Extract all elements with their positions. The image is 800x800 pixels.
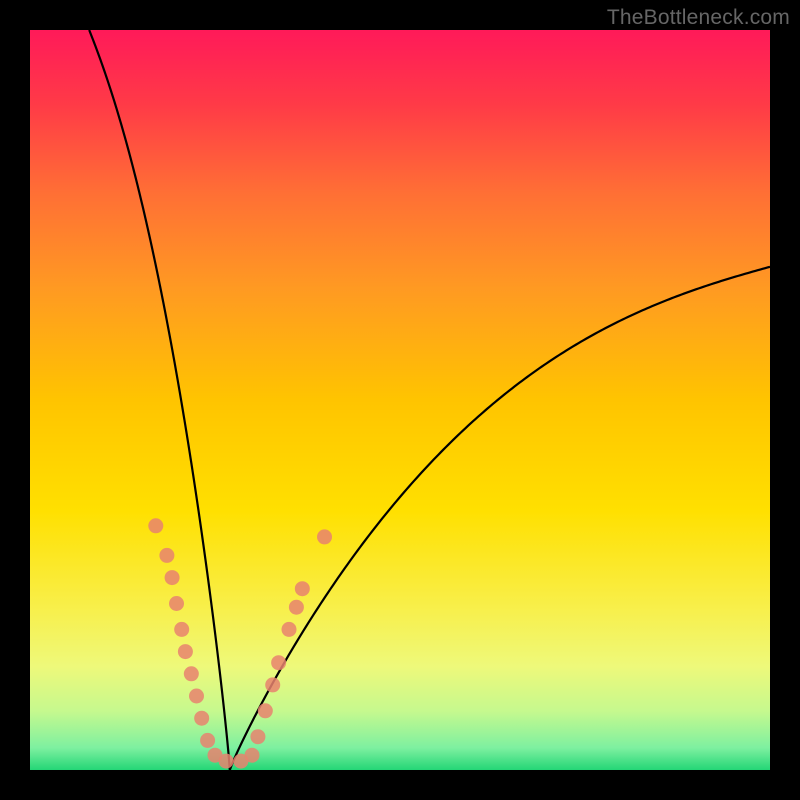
- data-point: [174, 622, 189, 637]
- data-point: [148, 518, 163, 533]
- data-point: [271, 655, 286, 670]
- data-point: [178, 644, 193, 659]
- data-point: [245, 748, 260, 763]
- data-point: [250, 729, 265, 744]
- data-point: [295, 581, 310, 596]
- data-point: [165, 570, 180, 585]
- chart-container: TheBottleneck.com: [0, 0, 800, 800]
- data-point: [282, 622, 297, 637]
- chart-canvas: [0, 0, 800, 800]
- data-point: [189, 689, 204, 704]
- data-point: [317, 529, 332, 544]
- data-point: [184, 666, 199, 681]
- data-point: [194, 711, 209, 726]
- data-point: [258, 703, 273, 718]
- data-point: [169, 596, 184, 611]
- watermark-text: TheBottleneck.com: [607, 6, 790, 30]
- data-point: [219, 754, 234, 769]
- data-point: [289, 600, 304, 615]
- data-point: [200, 733, 215, 748]
- data-point: [159, 548, 174, 563]
- data-point: [265, 677, 280, 692]
